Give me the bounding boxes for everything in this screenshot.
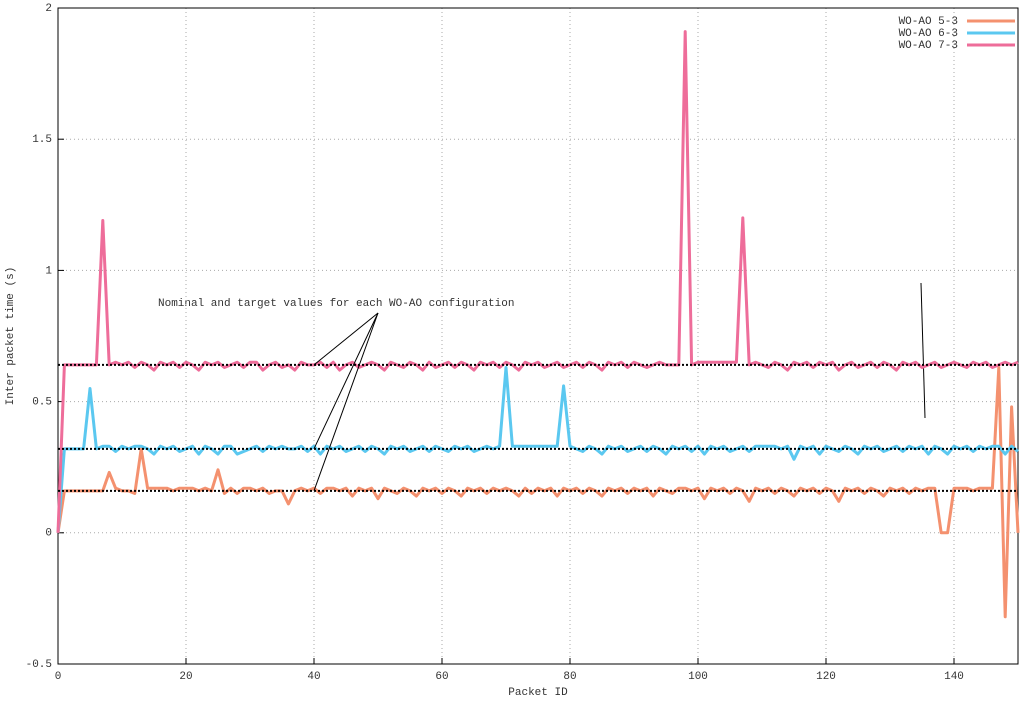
x-tick-label: 20 [179, 671, 192, 683]
y-tick-label: 0.5 [32, 397, 52, 409]
y-tick-label: 0 [45, 528, 52, 540]
x-tick-label: 140 [944, 671, 964, 683]
y-tick-label: 2 [45, 3, 52, 15]
y-tick-label: 1 [45, 265, 52, 277]
y-tick-label: 1.5 [32, 134, 52, 146]
plot-frame [57, 7, 1019, 665]
x-tick-label: 40 [307, 671, 320, 683]
x-tick-label: 120 [816, 671, 836, 683]
legend-label: WO-AO 6-3 [899, 28, 958, 40]
x-tick-label: 60 [435, 671, 448, 683]
legend-label: WO-AO 5-3 [899, 16, 958, 28]
y-axis-label: Inter packet time (s) [5, 267, 17, 406]
annotation-arrow [313, 312, 379, 491]
x-tick-label: 80 [563, 671, 576, 683]
y-tick-label: -0.5 [26, 659, 52, 671]
series-line [56, 365, 1020, 619]
annotation-arrow [313, 312, 379, 450]
x-axis-label: Packet ID [508, 687, 568, 699]
legend-label: WO-AO 7-3 [899, 40, 958, 52]
series-line [56, 365, 1019, 533]
annotation-arrow [313, 312, 379, 366]
stray-mark [922, 349, 926, 419]
x-tick-label: 100 [688, 671, 708, 683]
x-tick-label: 0 [55, 671, 62, 683]
stray-mark [920, 282, 924, 351]
series-line [56, 30, 1019, 533]
annotation: Nominal and target values for each WO-AO… [158, 298, 514, 310]
